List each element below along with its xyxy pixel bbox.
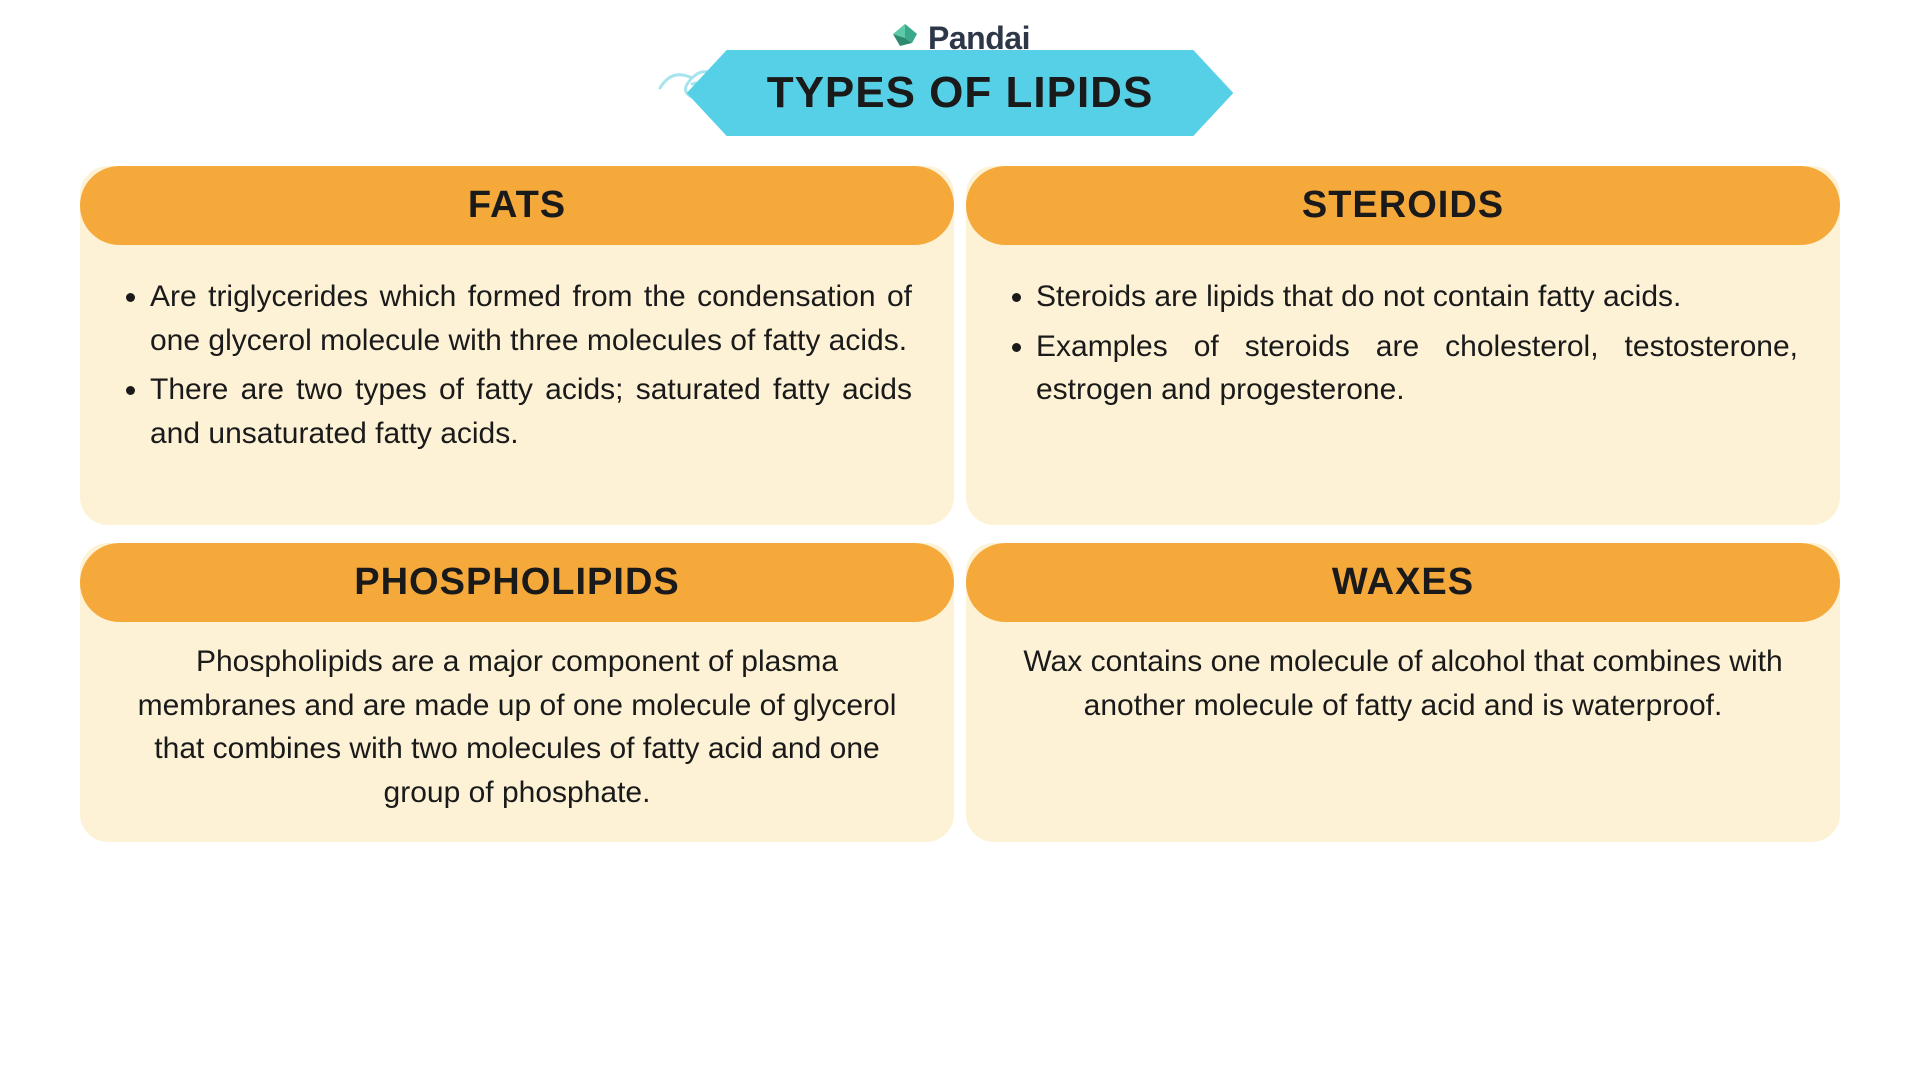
logo-text: Pandai xyxy=(928,20,1030,57)
title-banner: TYPES OF LIPIDS xyxy=(687,50,1234,136)
card-waxes-header: WAXES xyxy=(966,543,1840,622)
card-fats-point: Are triglycerides which formed from the … xyxy=(150,275,912,362)
page-title: TYPES OF LIPIDS xyxy=(767,68,1154,118)
title-container: TYPES OF LIPIDS xyxy=(687,50,1234,136)
card-steroids-body: Steroids are lipids that do not contain … xyxy=(966,245,1840,525)
card-fats: FATS Are triglycerides which formed from… xyxy=(80,166,954,525)
card-phospholipids-body: Phospholipids are a major component of p… xyxy=(80,622,954,842)
card-fats-body: Are triglycerides which formed from the … xyxy=(80,245,954,525)
card-steroids-point: Examples of steroids are cholesterol, te… xyxy=(1036,325,1798,412)
card-steroids: STEROIDS Steroids are lipids that do not… xyxy=(966,166,1840,525)
card-fats-point: There are two types of fatty acids; satu… xyxy=(150,368,912,455)
card-grid: FATS Are triglycerides which formed from… xyxy=(80,166,1840,842)
card-waxes: WAXES Wax contains one molecule of alcoh… xyxy=(966,543,1840,842)
card-phospholipids-header: PHOSPHOLIPIDS xyxy=(80,543,954,622)
card-fats-header: FATS xyxy=(80,166,954,245)
logo-area: Pandai xyxy=(890,20,1030,57)
card-waxes-body: Wax contains one molecule of alcohol tha… xyxy=(966,622,1840,842)
card-phospholipids: PHOSPHOLIPIDS Phospholipids are a major … xyxy=(80,543,954,842)
card-steroids-point: Steroids are lipids that do not contain … xyxy=(1036,275,1798,319)
card-steroids-header: STEROIDS xyxy=(966,166,1840,245)
pandai-logo-icon xyxy=(890,21,920,56)
